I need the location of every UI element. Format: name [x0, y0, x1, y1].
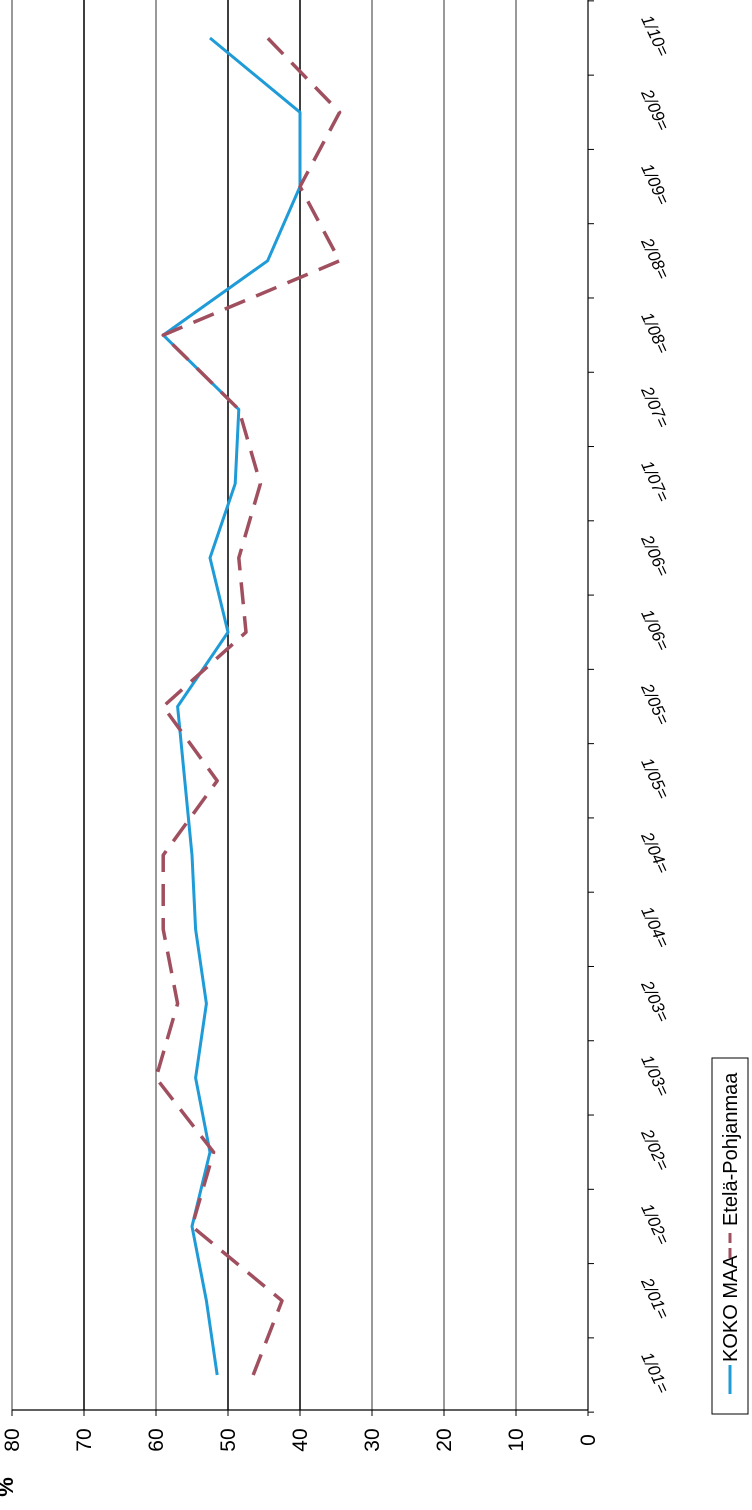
series-lines [154, 36, 342, 1376]
category-label: 1/09= [637, 161, 672, 208]
category-label: 1/10= [637, 12, 672, 59]
y-tick-labels: 0 10 20 30 40 50 60 70 80 [1, 1410, 600, 1452]
category-label: 2/06= [637, 531, 673, 579]
y-tick-label: 40 [289, 1428, 312, 1451]
legend: KOKO MAA Etelä-Pohjanmaa [711, 1057, 749, 1415]
y-tick-label: 70 [73, 1428, 96, 1451]
category-label: 1/06= [637, 606, 672, 653]
y-tick-label: 0 [577, 1434, 600, 1446]
category-label: 2/01= [637, 1274, 673, 1322]
y-tick-label: 50 [217, 1428, 240, 1451]
y-tick-label: 60 [145, 1428, 168, 1451]
category-label: 1/08= [637, 309, 672, 356]
category-label: 2/03= [637, 977, 673, 1025]
category-label: 2/09= [637, 86, 673, 134]
category-label: 2/04= [637, 828, 673, 876]
y-tick-label: 10 [505, 1428, 528, 1451]
category-label: 1/07= [637, 458, 672, 505]
category-label: 1/04= [637, 904, 672, 951]
series-line-1 [154, 36, 342, 1376]
axes [12, 0, 594, 1413]
category-label: 1/01= [637, 1349, 672, 1396]
y-tick-label: 80 [1, 1428, 24, 1451]
category-label: 1/03= [637, 1052, 672, 1099]
category-label: 2/02= [637, 1125, 673, 1173]
legend-label-etela-pohjanmaa: Etelä-Pohjanmaa [720, 1072, 742, 1226]
category-label: 2/08= [637, 234, 673, 282]
legend-label-koko-maa: KOKO MAA [720, 1255, 742, 1362]
category-label: 2/05= [637, 680, 673, 728]
category-label: 2/07= [637, 383, 673, 431]
y-axis-label: % [0, 1477, 18, 1497]
category-labels: 1/01= 2/01= 1/02= 2/02= 1/03= 2/03= 1/04= 2/04=… [637, 12, 673, 1396]
series-line-0 [161, 36, 302, 1376]
y-tick-label: 30 [361, 1428, 384, 1451]
category-label: 1/05= [637, 755, 672, 802]
category-label: 1/02= [637, 1201, 672, 1248]
y-tick-label: 20 [433, 1428, 456, 1451]
gridlines [11, 0, 517, 1410]
